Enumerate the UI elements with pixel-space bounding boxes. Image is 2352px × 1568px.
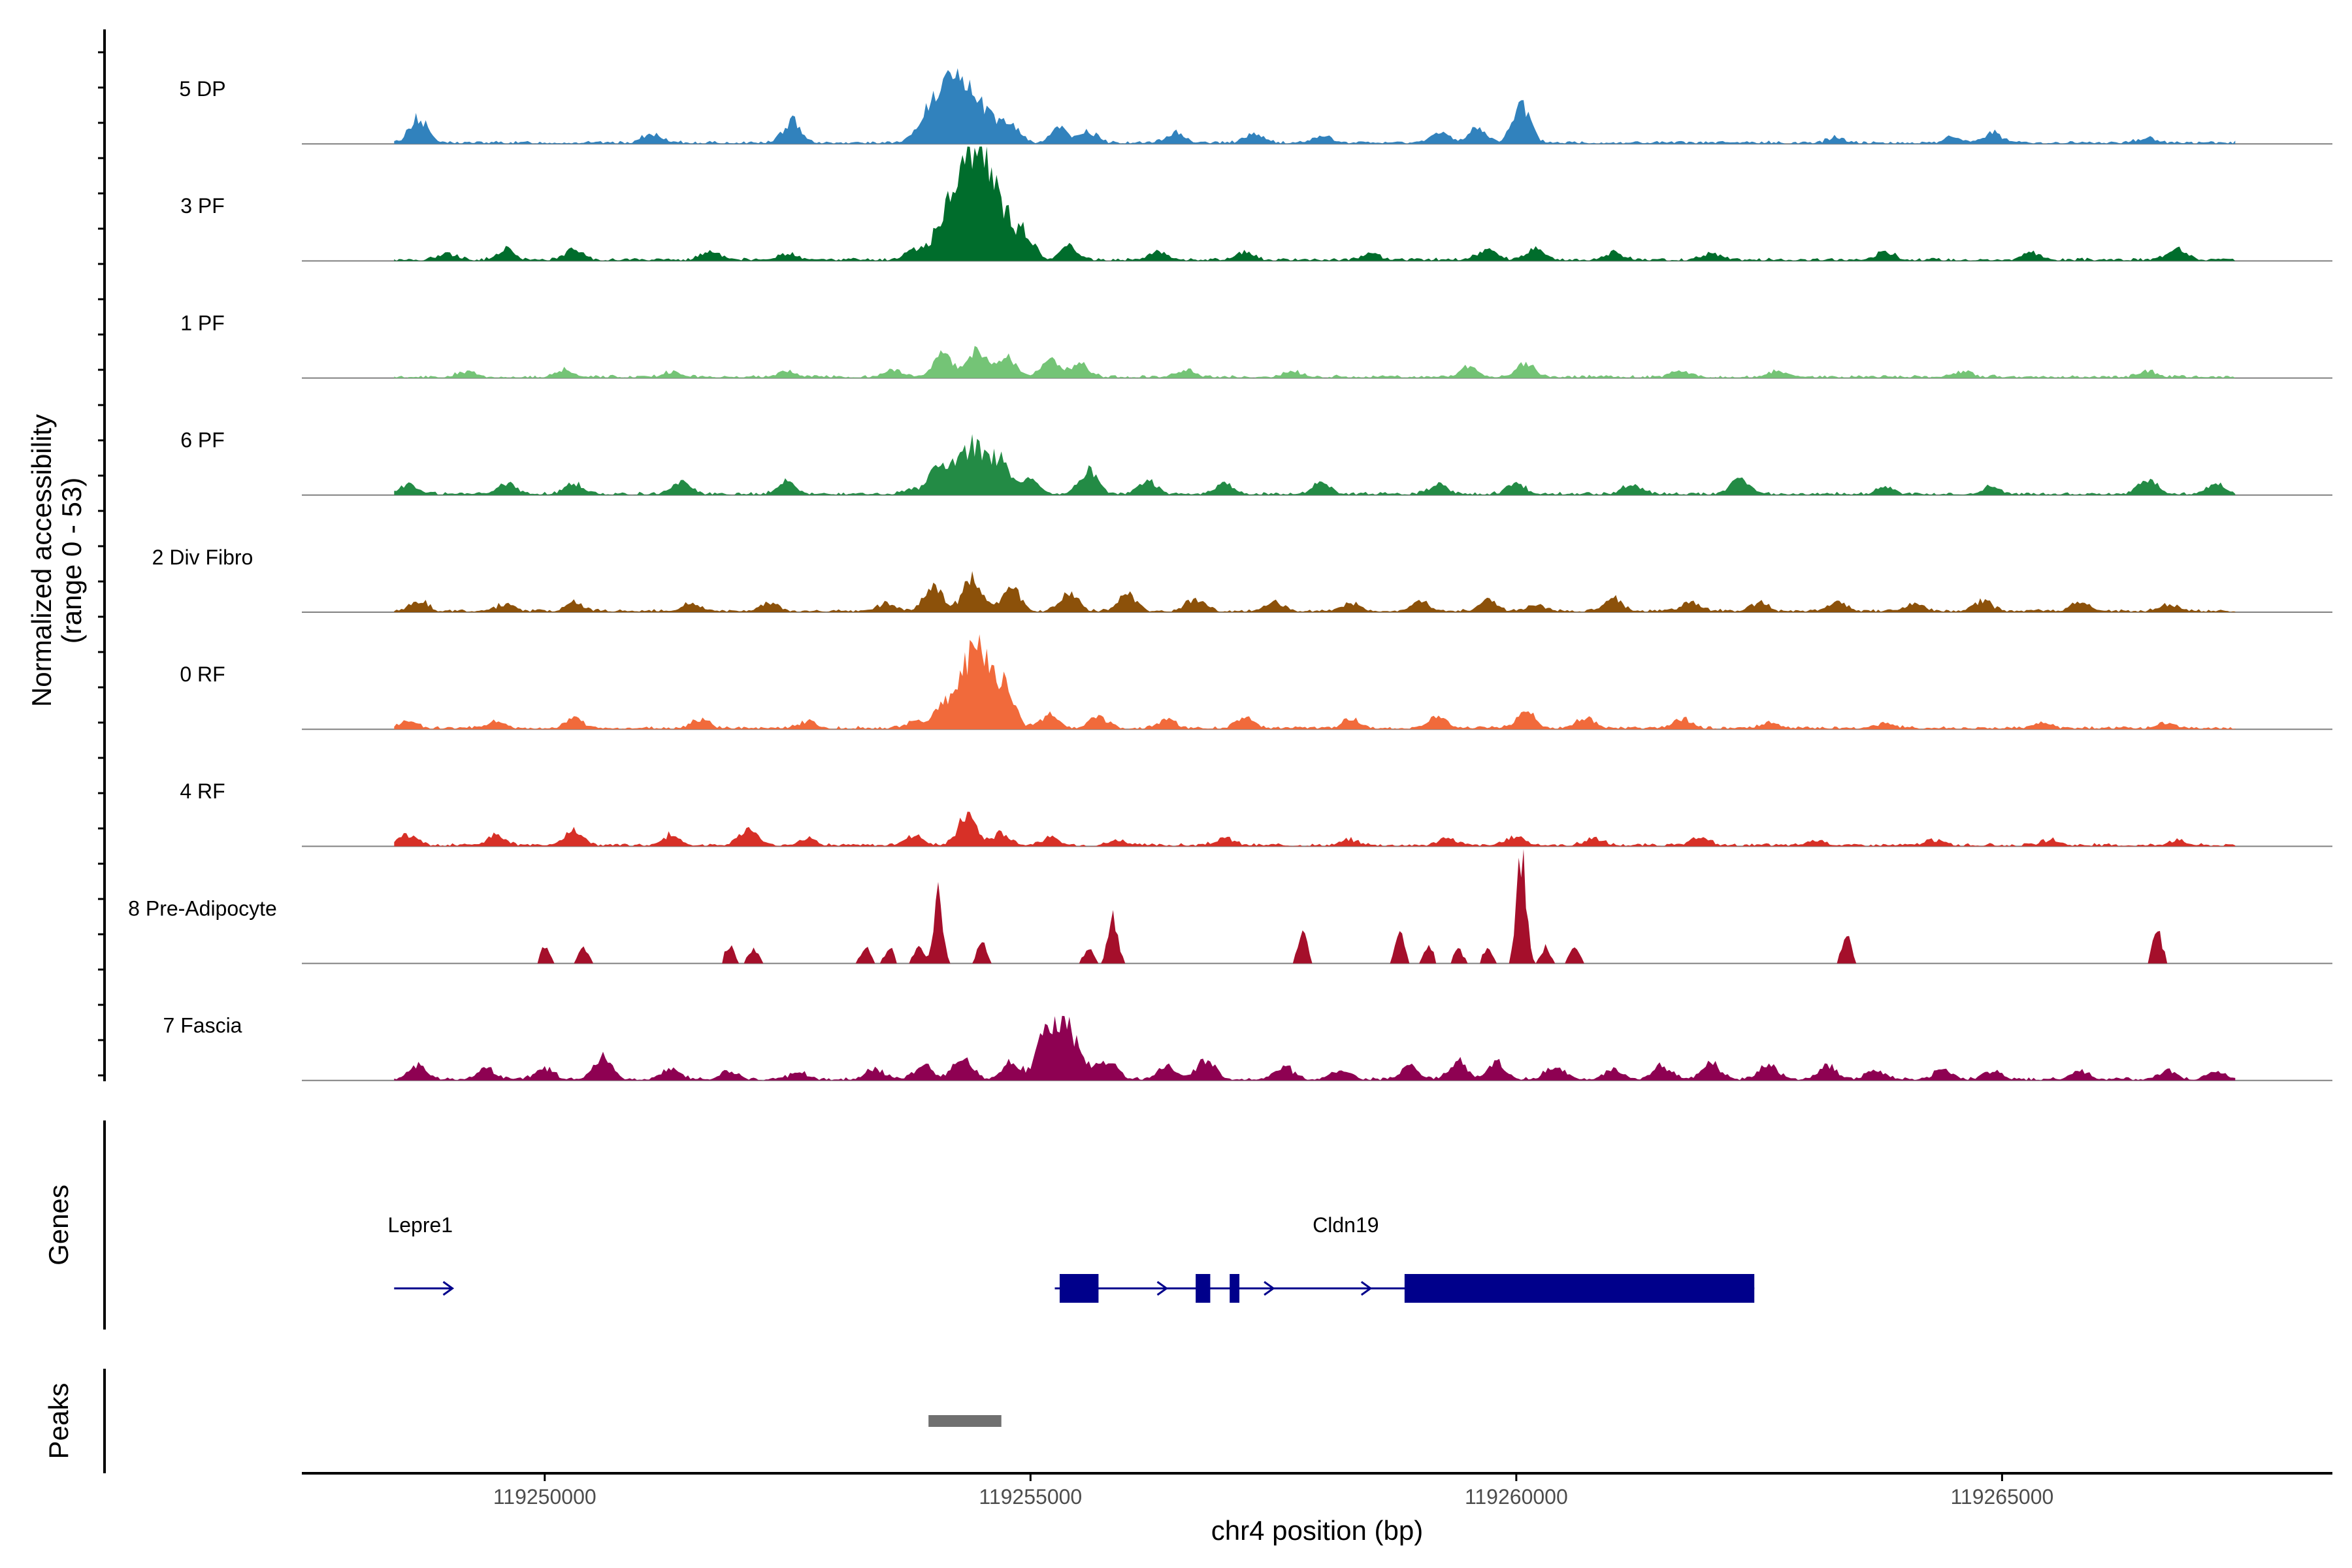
peak-region (928, 1415, 1002, 1427)
track-coverage-area (394, 68, 2236, 144)
track-1-pf: 1 PF (180, 311, 2332, 379)
track-5-dp: 5 DP (179, 68, 2332, 145)
gene-exon (1059, 1274, 1099, 1303)
track-label: 1 PF (180, 311, 225, 335)
genes-panel-title: Genes (43, 1184, 74, 1266)
x-axis-title: chr4 position (bp) (1211, 1515, 1424, 1546)
gene-exon (1196, 1274, 1211, 1303)
track-coverage-area (394, 346, 2236, 378)
track-label: 4 RF (180, 779, 225, 803)
gene-cldn19: Cldn19 (1054, 1213, 1755, 1303)
track-0-rf: 0 RF (180, 634, 2332, 730)
track-2-div-fibro: 2 Div Fibro (152, 546, 2332, 613)
gene-exon (1230, 1274, 1240, 1303)
strand-arrow (442, 1281, 455, 1296)
track-coverage-area (394, 634, 2236, 730)
track-8-pre-adipocyte: 8 Pre-Adipocyte (128, 849, 2332, 964)
track-coverage-area (394, 811, 2236, 847)
strand-arrow (1360, 1281, 1373, 1296)
track-7-fascia: 7 Fascia (163, 1014, 2332, 1081)
y-axis-title-line1: Normalized accessibility (26, 414, 57, 707)
x-tick-label: 119255000 (979, 1485, 1082, 1509)
track-label: 5 DP (179, 77, 225, 101)
x-tick-label: 119265000 (1950, 1485, 2053, 1509)
track-3-pf: 3 PF (180, 146, 2332, 262)
track-label: 0 RF (180, 662, 225, 686)
track-coverage-area (394, 571, 2236, 612)
track-label: 8 Pre-Adipocyte (128, 896, 277, 920)
y-axis-ticks (98, 51, 105, 1077)
track-label: 3 PF (180, 194, 225, 218)
gene-lepre1: Lepre1 (387, 1213, 455, 1296)
y-axis-title-line2: (range 0 - 53) (56, 478, 87, 644)
track-label: 2 Div Fibro (152, 546, 253, 569)
track-coverage-area (394, 434, 2236, 495)
track-coverage-area (394, 849, 2236, 964)
track-coverage-area (394, 146, 2236, 261)
gene-annotations: Lepre1 Cldn19 (387, 1213, 1755, 1303)
strand-arrow (1264, 1281, 1275, 1296)
peaks-panel-title: Peaks (43, 1383, 74, 1460)
x-tick-label: 119250000 (493, 1485, 596, 1509)
track-label: 6 PF (180, 429, 225, 452)
gene-label: Lepre1 (387, 1213, 453, 1237)
track-6-pf: 6 PF (180, 429, 2332, 496)
track-label: 7 Fascia (163, 1014, 242, 1037)
peak-regions (928, 1415, 1002, 1427)
coverage-tracks: 5 DP 3 PF 1 PF 6 PF 2 Div Fibro 0 RF 4 RF 8 Pre… (128, 68, 2332, 1081)
x-tick-label: 119260000 (1465, 1485, 1568, 1509)
track-coverage-area (394, 1015, 2236, 1081)
track-4-rf: 4 RF (180, 779, 2332, 847)
strand-arrow (1156, 1281, 1169, 1296)
gene-label: Cldn19 (1313, 1213, 1379, 1237)
x-axis-ticks: 119250000 119255000 119260000 119265000 (493, 1473, 2053, 1509)
gene-exon (1404, 1274, 1755, 1303)
